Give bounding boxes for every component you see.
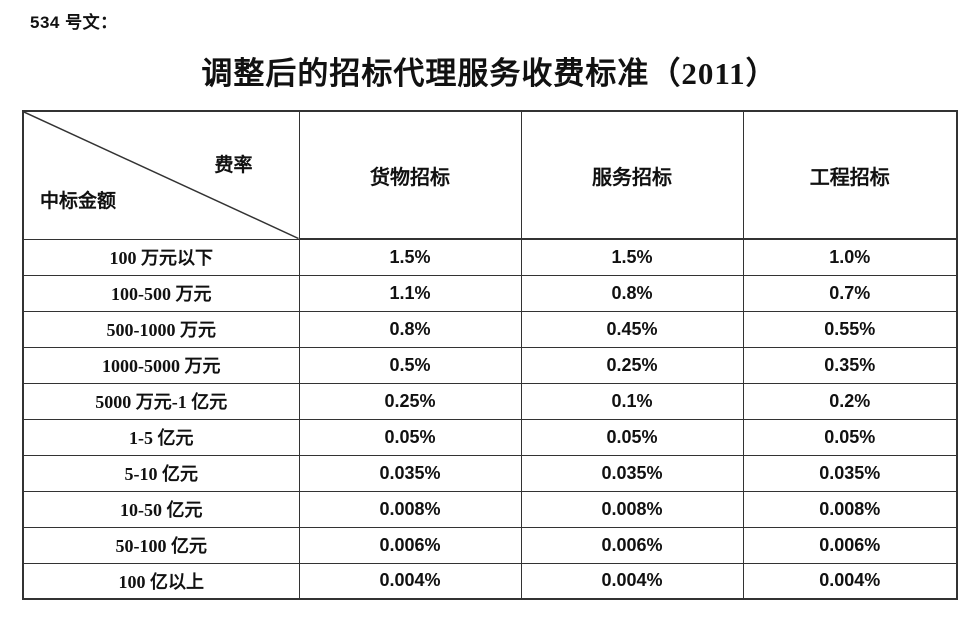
row-value: 0.004% bbox=[520, 562, 744, 600]
row-amount: 5000 万元-1 亿元 bbox=[22, 382, 300, 420]
fee-table-body: 100 万元以下 1.5% 1.5% 1.0% 100-500 万元 1.1% … bbox=[22, 238, 958, 600]
row-value: 0.25% bbox=[298, 382, 522, 420]
row-amount: 5-10 亿元 bbox=[22, 454, 300, 492]
row-value: 0.006% bbox=[520, 526, 744, 564]
row-value: 0.006% bbox=[742, 526, 958, 564]
row-value: 1.5% bbox=[520, 238, 744, 276]
table-row: 100-500 万元 1.1% 0.8% 0.7% bbox=[22, 274, 958, 312]
row-value: 0.7% bbox=[742, 274, 958, 312]
row-value: 0.035% bbox=[520, 454, 744, 492]
row-value: 0.008% bbox=[742, 490, 958, 528]
row-value: 0.1% bbox=[520, 382, 744, 420]
table-row: 500-1000 万元 0.8% 0.45% 0.55% bbox=[22, 310, 958, 348]
table-header-row: 费率 中标金额 货物招标 服务招标 工程招标 bbox=[22, 110, 958, 240]
corner-label-amount: 中标金额 bbox=[40, 190, 117, 212]
diagonal-line bbox=[24, 112, 299, 239]
page-title: 调整后的招标代理服务收费标准（2011） bbox=[201, 56, 778, 91]
row-amount: 100 亿以上 bbox=[22, 562, 300, 600]
row-amount: 10-50 亿元 bbox=[22, 490, 300, 528]
row-value: 0.45% bbox=[520, 310, 744, 348]
row-value: 0.05% bbox=[298, 418, 522, 456]
row-value: 0.004% bbox=[742, 562, 958, 600]
table-row: 5000 万元-1 亿元 0.25% 0.1% 0.2% bbox=[22, 382, 958, 420]
row-value: 0.004% bbox=[298, 562, 522, 600]
table-row: 100 亿以上 0.004% 0.004% 0.004% bbox=[22, 562, 958, 600]
row-amount: 1000-5000 万元 bbox=[22, 346, 300, 384]
row-value: 0.2% bbox=[742, 382, 958, 420]
row-amount: 100 万元以下 bbox=[22, 238, 300, 276]
row-value: 0.05% bbox=[742, 418, 958, 456]
table-row: 5-10 亿元 0.035% 0.035% 0.035% bbox=[22, 454, 958, 492]
row-amount: 1-5 亿元 bbox=[22, 418, 300, 456]
row-value: 0.035% bbox=[298, 454, 522, 492]
table-row: 100 万元以下 1.5% 1.5% 1.0% bbox=[22, 238, 958, 276]
row-amount: 500-1000 万元 bbox=[22, 310, 300, 348]
row-value: 0.35% bbox=[742, 346, 958, 384]
row-value: 0.008% bbox=[298, 490, 522, 528]
row-amount: 100-500 万元 bbox=[22, 274, 300, 312]
corner-label-rate: 费率 bbox=[214, 155, 253, 176]
row-value: 1.5% bbox=[298, 238, 522, 276]
column-header-services: 服务招标 bbox=[520, 110, 744, 240]
column-header-goods: 货物招标 bbox=[298, 110, 522, 240]
column-header-engineering: 工程招标 bbox=[742, 110, 958, 240]
row-value: 0.5% bbox=[298, 346, 522, 384]
row-value: 0.05% bbox=[520, 418, 744, 456]
row-value: 0.035% bbox=[742, 454, 958, 492]
table-row: 10-50 亿元 0.008% 0.008% 0.008% bbox=[22, 490, 958, 528]
row-value: 1.1% bbox=[298, 274, 522, 312]
table-row: 50-100 亿元 0.006% 0.006% 0.006% bbox=[22, 526, 958, 564]
doc-number-label: 534 号文： bbox=[30, 13, 118, 32]
row-value: 0.8% bbox=[520, 274, 744, 312]
row-value: 1.0% bbox=[742, 238, 958, 276]
row-value: 0.55% bbox=[742, 310, 958, 348]
row-value: 0.008% bbox=[520, 490, 744, 528]
row-value: 0.25% bbox=[520, 346, 744, 384]
fee-rate-table: 费率 中标金额 货物招标 服务招标 工程招标 100 万元以下 1.5% 1.5… bbox=[22, 110, 958, 600]
row-value: 0.006% bbox=[298, 526, 522, 564]
row-amount: 50-100 亿元 bbox=[22, 526, 300, 564]
row-value: 0.8% bbox=[298, 310, 522, 348]
table-row: 1000-5000 万元 0.5% 0.25% 0.35% bbox=[22, 346, 958, 384]
table-row: 1-5 亿元 0.05% 0.05% 0.05% bbox=[22, 418, 958, 456]
diagonal-corner-cell: 费率 中标金额 bbox=[22, 110, 300, 240]
